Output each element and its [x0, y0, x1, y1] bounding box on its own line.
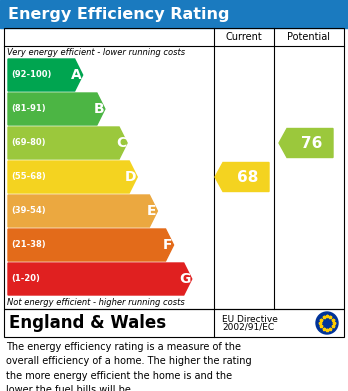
Polygon shape [8, 161, 137, 193]
Text: 76: 76 [301, 136, 323, 151]
Bar [0, 0, 348, 28]
Text: The energy efficiency rating is a measure of the
overall efficiency of a home. T: The energy efficiency rating is a measur… [6, 342, 252, 391]
Text: 2002/91/EC: 2002/91/EC [222, 323, 274, 332]
Polygon shape [8, 59, 83, 91]
Polygon shape [279, 129, 333, 158]
Text: (21-38): (21-38) [11, 240, 46, 249]
Text: (69-80): (69-80) [11, 138, 46, 147]
Polygon shape [215, 163, 269, 192]
Text: B: B [93, 102, 104, 116]
Bar [4, 28, 344, 309]
Text: England & Wales: England & Wales [9, 314, 166, 332]
Circle shape [316, 312, 338, 334]
Polygon shape [8, 127, 127, 159]
Polygon shape [8, 93, 105, 125]
Polygon shape [8, 195, 157, 227]
Text: EU Directive: EU Directive [222, 314, 278, 323]
Text: Not energy efficient - higher running costs: Not energy efficient - higher running co… [7, 298, 185, 307]
Text: Energy Efficiency Rating: Energy Efficiency Rating [8, 7, 229, 22]
Text: E: E [147, 204, 156, 218]
Text: D: D [125, 170, 136, 184]
Text: C: C [116, 136, 126, 150]
Text: Current: Current [226, 32, 262, 42]
Text: (1-20): (1-20) [11, 274, 40, 283]
Text: (81-91): (81-91) [11, 104, 46, 113]
Polygon shape [8, 263, 192, 295]
Text: G: G [179, 272, 191, 286]
Text: Potential: Potential [287, 32, 331, 42]
Text: F: F [163, 238, 173, 252]
Bar [4, 309, 344, 337]
Text: (92-100): (92-100) [11, 70, 52, 79]
Text: (39-54): (39-54) [11, 206, 46, 215]
Text: Very energy efficient - lower running costs: Very energy efficient - lower running co… [7, 48, 185, 57]
Polygon shape [8, 229, 174, 261]
Text: (55-68): (55-68) [11, 172, 46, 181]
Text: 68: 68 [237, 170, 259, 185]
Text: A: A [71, 68, 82, 82]
